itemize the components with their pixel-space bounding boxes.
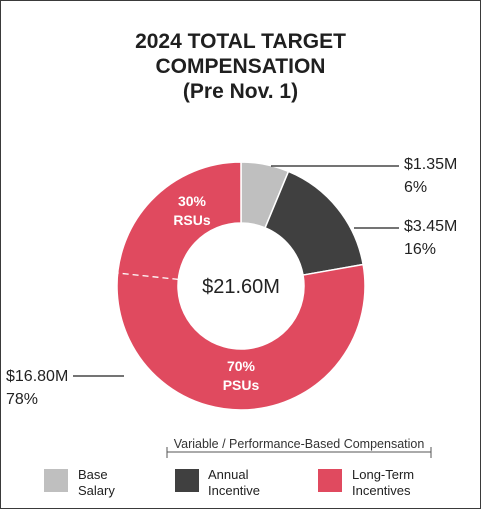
callout-lti-percent: 78% xyxy=(6,391,38,408)
legend-label-annual-line1: Annual xyxy=(208,467,249,482)
psu-percent-label: 70% xyxy=(227,358,256,374)
rsu-percent-label: 30% xyxy=(178,193,207,209)
donut-slice-lti xyxy=(116,161,366,411)
chart-title-line-2: COMPENSATION xyxy=(155,55,326,78)
callout-lti-value: $16.80M xyxy=(6,368,68,385)
rsu-psu-divider xyxy=(117,272,179,281)
legend-swatch-annual xyxy=(175,469,199,492)
callout-annual-value: $3.45M xyxy=(404,218,457,235)
psu-label: PSUs xyxy=(223,377,260,393)
legend-label-base-line2: Salary xyxy=(78,483,115,498)
donut-center-total: $21.60M xyxy=(202,276,280,298)
chart-title-line-3: (Pre Nov. 1) xyxy=(182,80,299,103)
callout-annual-percent: 16% xyxy=(404,241,436,258)
legend-label-lti-line1: Long-Term xyxy=(352,467,414,482)
bracket-label: Variable / Performance-Based Compensatio… xyxy=(174,437,425,451)
legend-label-annual-line2: Incentive xyxy=(208,483,260,498)
legend-label-base-line1: Base xyxy=(78,467,108,482)
callout-base-value: $1.35M xyxy=(404,156,457,173)
rsu-label: RSUs xyxy=(173,212,211,228)
callout-base-percent: 6% xyxy=(404,179,427,196)
legend-swatch-base xyxy=(44,469,68,492)
chart-title-line-1: 2024 TOTAL TARGET xyxy=(135,30,346,53)
legend-swatch-lti xyxy=(318,469,342,492)
legend-label-lti-line2: Incentives xyxy=(352,483,411,498)
